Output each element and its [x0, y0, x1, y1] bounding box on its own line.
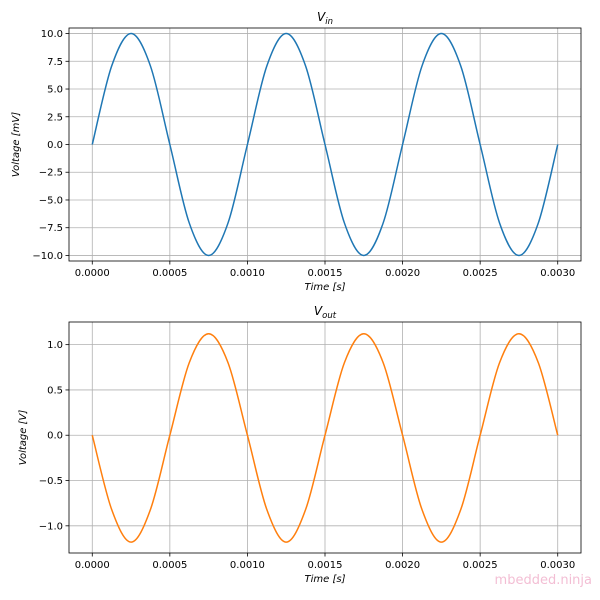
x-tick-label: 0.0005	[152, 268, 187, 279]
y-tick-label: 7.5	[47, 57, 63, 68]
chart-panel-2: 0.0000 0.0005 0.0010 0.0015 0.0020 0.0025 0.00…	[18, 304, 582, 585]
x-tick-label: 0.0015	[308, 560, 343, 571]
y-tick-label: −7.5	[39, 223, 63, 234]
x-tick-label: 0.0000	[75, 560, 110, 571]
chart-title-subscript: in	[325, 17, 333, 27]
y-tick-label: 10.0	[41, 29, 63, 40]
x-tick-label: 0.0020	[385, 268, 420, 279]
y-tick-label: 0.5	[47, 385, 63, 396]
x-tick-label: 0.0020	[385, 560, 420, 571]
y-axis-label: Voltage [mV]	[11, 112, 22, 177]
x-axis-label: Time [s]	[305, 574, 346, 585]
x-tick-label: 0.0005	[152, 560, 187, 571]
x-tick-label: 0.0010	[230, 560, 265, 571]
x-tick-label: 0.0025	[463, 560, 498, 571]
watermark: mbedded.ninja	[495, 573, 592, 588]
y-tick-label: −10.0	[32, 251, 63, 262]
y-tick-label: −2.5	[39, 168, 63, 179]
y-tick-label: 0.0	[47, 431, 63, 442]
chart-title: Vin	[317, 10, 333, 27]
x-axis-label: Time [s]	[305, 282, 346, 293]
y-tick-label: −5.0	[39, 195, 63, 206]
x-tick-label: 0.0010	[230, 268, 265, 279]
y-tick-label: 2.5	[47, 112, 63, 123]
chart-panel-1: 0.0000 0.0005 0.0010 0.0015 0.0020 0.0025 0.00…	[11, 10, 582, 293]
chart-title-base: V	[317, 10, 326, 24]
x-tick-label: 0.0000	[75, 268, 110, 279]
chart-title-subscript: out	[322, 311, 337, 321]
chart-title-base: V	[314, 304, 323, 318]
y-axis-label: Voltage [V]	[18, 410, 29, 466]
y-tick-label: −1.0	[39, 521, 63, 532]
y-tick-label: −0.5	[39, 476, 63, 487]
y-tick-label: 1.0	[47, 340, 63, 351]
series-line-1	[91, 333, 559, 543]
x-tick-label: 0.0015	[308, 268, 343, 279]
x-tick-label: 0.0025	[463, 268, 498, 279]
y-tick-label: 0.0	[47, 140, 63, 151]
chart-title: Vout	[314, 304, 337, 321]
grid	[69, 322, 581, 553]
x-tick-label: 0.0030	[540, 560, 575, 571]
x-tick-label: 0.0030	[540, 268, 575, 279]
y-tick-label: 5.0	[47, 85, 63, 96]
series-line-1	[91, 32, 559, 257]
